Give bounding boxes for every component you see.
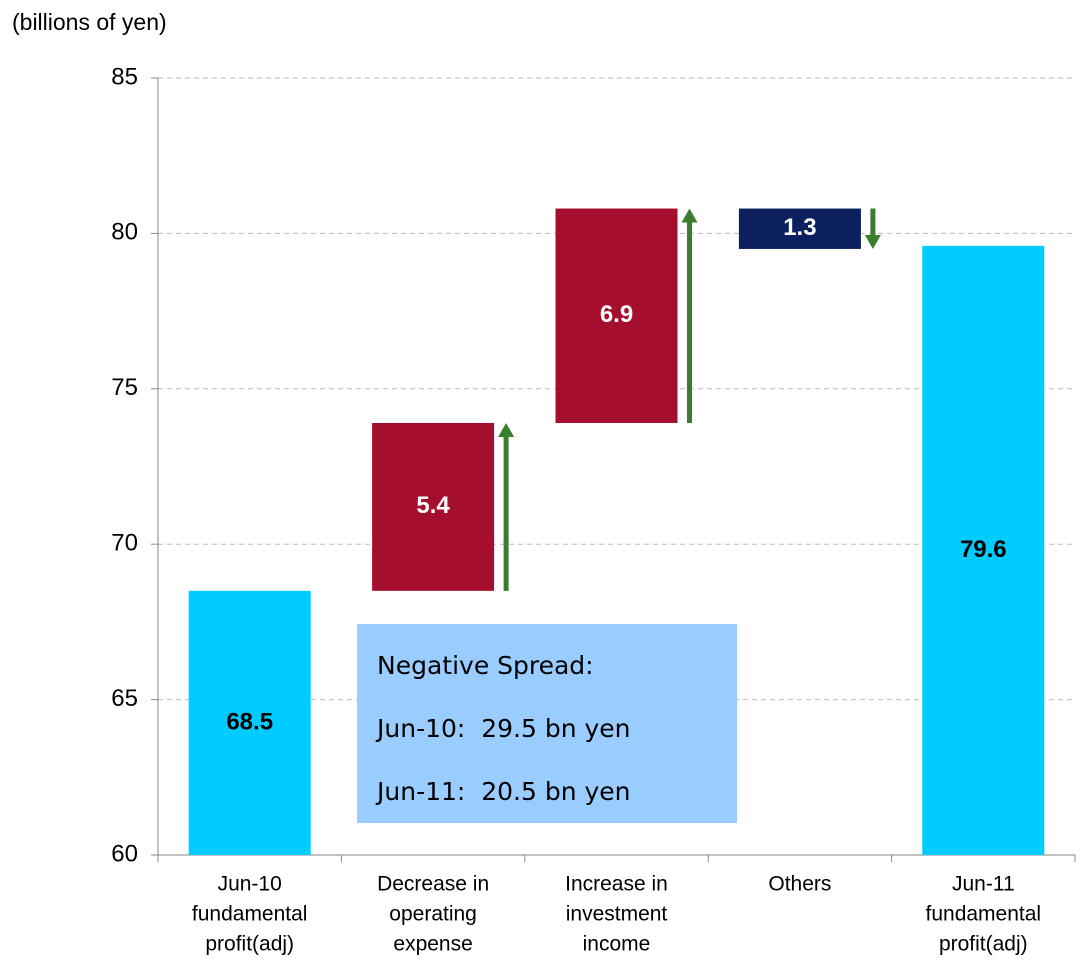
annotation-box [357,624,737,823]
x-tick-label: Increase in [565,873,668,896]
value-label: 6.9 [600,301,633,328]
y-tick-label: 85 [111,63,138,90]
arrow-head [864,234,881,249]
y-tick-label: 80 [111,219,138,246]
x-tick-label: income [583,933,651,956]
annotation-text: Jun-11: 20.5 bn yen [375,777,631,806]
value-label: 1.3 [783,214,816,241]
bar [372,422,495,591]
x-tick-label: Jun-11 [952,873,1015,896]
axis-label: (billions of yen) [12,9,167,35]
x-tick-label: profit(adj) [939,933,1028,956]
value-label: 68.5 [226,708,273,735]
x-tick-label: Others [768,873,831,896]
bar [738,208,861,249]
bar [555,208,678,423]
x-tick-label: Decrease in [377,873,489,896]
annotation-text: Negative Spread: [377,651,594,680]
x-tick-label: operating [389,903,477,926]
x-tick-label: investment [566,903,668,926]
y-tick-label: 75 [111,374,138,401]
x-tick-label: fundamental [926,903,1042,926]
bar [188,590,311,855]
arrow-head [681,208,698,223]
bar [922,245,1045,855]
x-tick-label: Jun-10 [218,873,282,896]
annotation-text: Jun-10: 29.5 bn yen [375,714,631,743]
x-tick-label: expense [393,933,472,956]
x-tick-label: profit(adj) [205,933,294,956]
y-tick-label: 65 [111,685,138,712]
y-tick-label: 70 [111,530,138,557]
arrow-head [498,422,515,437]
value-label: 5.4 [416,492,450,519]
x-tick-label: fundamental [192,903,308,926]
value-label: 79.6 [960,536,1007,563]
y-tick-label: 60 [111,840,138,867]
